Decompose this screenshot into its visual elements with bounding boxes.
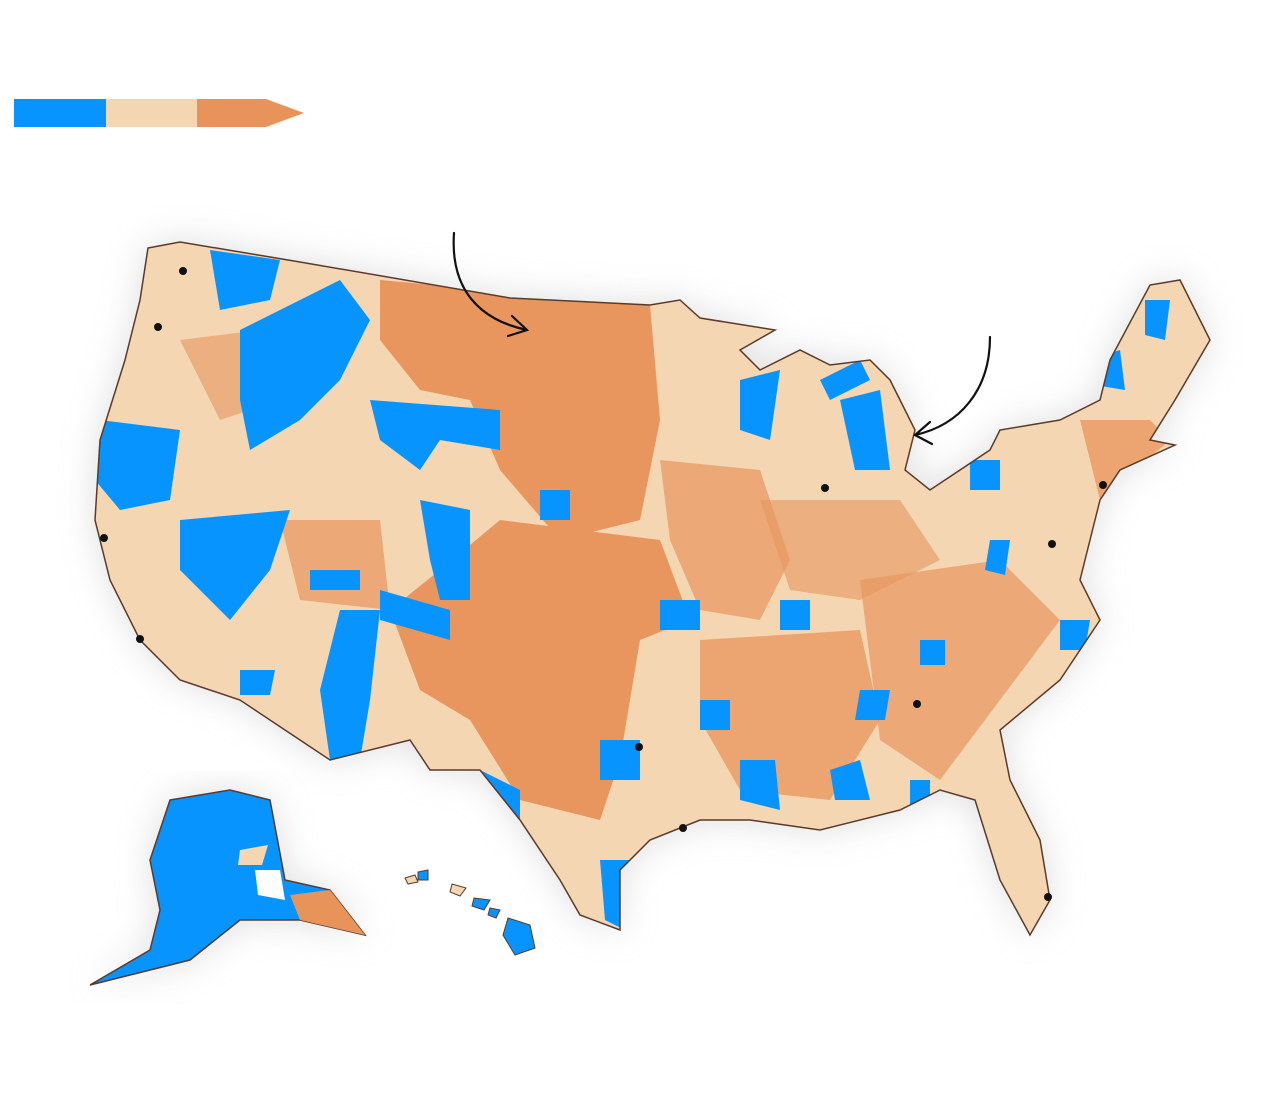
annotation-arrows [452, 231, 992, 446]
legend-swatch-mid [106, 99, 197, 127]
contiguous-us [95, 242, 1210, 935]
city-marker [679, 824, 687, 832]
annotation-arrow-icon [913, 335, 992, 446]
city-marker [1044, 893, 1052, 901]
city-markers [100, 267, 1107, 901]
hawaii [404, 869, 536, 956]
alaska [89, 789, 367, 986]
legend-swatch-low [14, 99, 106, 127]
city-marker [821, 484, 829, 492]
city-marker [136, 635, 144, 643]
city-marker [1048, 540, 1056, 548]
city-marker [179, 267, 187, 275]
legend-swatch-high-arrow-icon [197, 99, 304, 127]
city-marker [1099, 481, 1107, 489]
city-marker [100, 534, 108, 542]
city-marker [635, 743, 643, 751]
annotation-arrow-icon [452, 231, 530, 338]
color-legend [14, 99, 304, 127]
city-marker [154, 323, 162, 331]
city-marker [913, 700, 921, 708]
